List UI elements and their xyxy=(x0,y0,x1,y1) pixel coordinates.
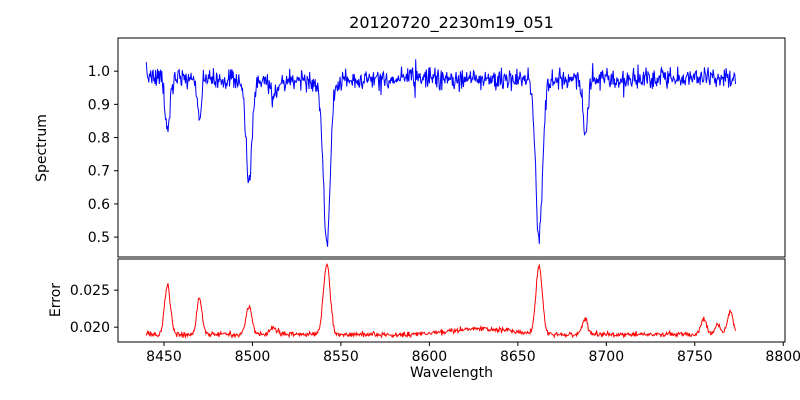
spectrum-y-tick-label: 0.9 xyxy=(88,97,110,113)
spectrum-y-tick-label: 1.0 xyxy=(88,64,110,80)
spectrum-y-tick-label: 0.8 xyxy=(88,131,110,147)
x-tick-label: 8500 xyxy=(235,349,271,365)
tick-labels: 0.5 0.6 0.7 0.8 0.9 1.0 0.020 0.025 8450 8500 8550… xyxy=(70,64,800,365)
chart-title: 20120720_2230m19_051 xyxy=(349,13,554,32)
x-tick-label: 8550 xyxy=(323,349,359,365)
x-tick-label: 8800 xyxy=(765,349,800,365)
x-tick-label: 8650 xyxy=(500,349,536,365)
x-tick-label: 8450 xyxy=(146,349,182,365)
spectrum-y-tick-label: 0.5 xyxy=(88,230,110,246)
x-axis-label: Wavelength xyxy=(409,365,494,381)
spectrum-axes-box xyxy=(117,37,786,258)
error-y-tick-label: 0.025 xyxy=(70,283,110,299)
spectrum-axis-label: Spectrum xyxy=(34,114,50,182)
x-tick-label: 8700 xyxy=(588,349,624,365)
error-line xyxy=(145,262,736,339)
spectrum-y-tick-label: 0.7 xyxy=(88,164,110,180)
spectrum-line xyxy=(145,59,736,247)
error-axes-box xyxy=(117,258,786,343)
x-tick-label: 8600 xyxy=(412,349,448,365)
x-tick-label: 8750 xyxy=(677,349,713,365)
error-y-tick-label: 0.020 xyxy=(70,320,110,336)
tick-marks xyxy=(114,70,784,346)
spectrum-y-tick-label: 0.6 xyxy=(88,197,110,213)
error-axis-label: Error xyxy=(48,282,64,318)
